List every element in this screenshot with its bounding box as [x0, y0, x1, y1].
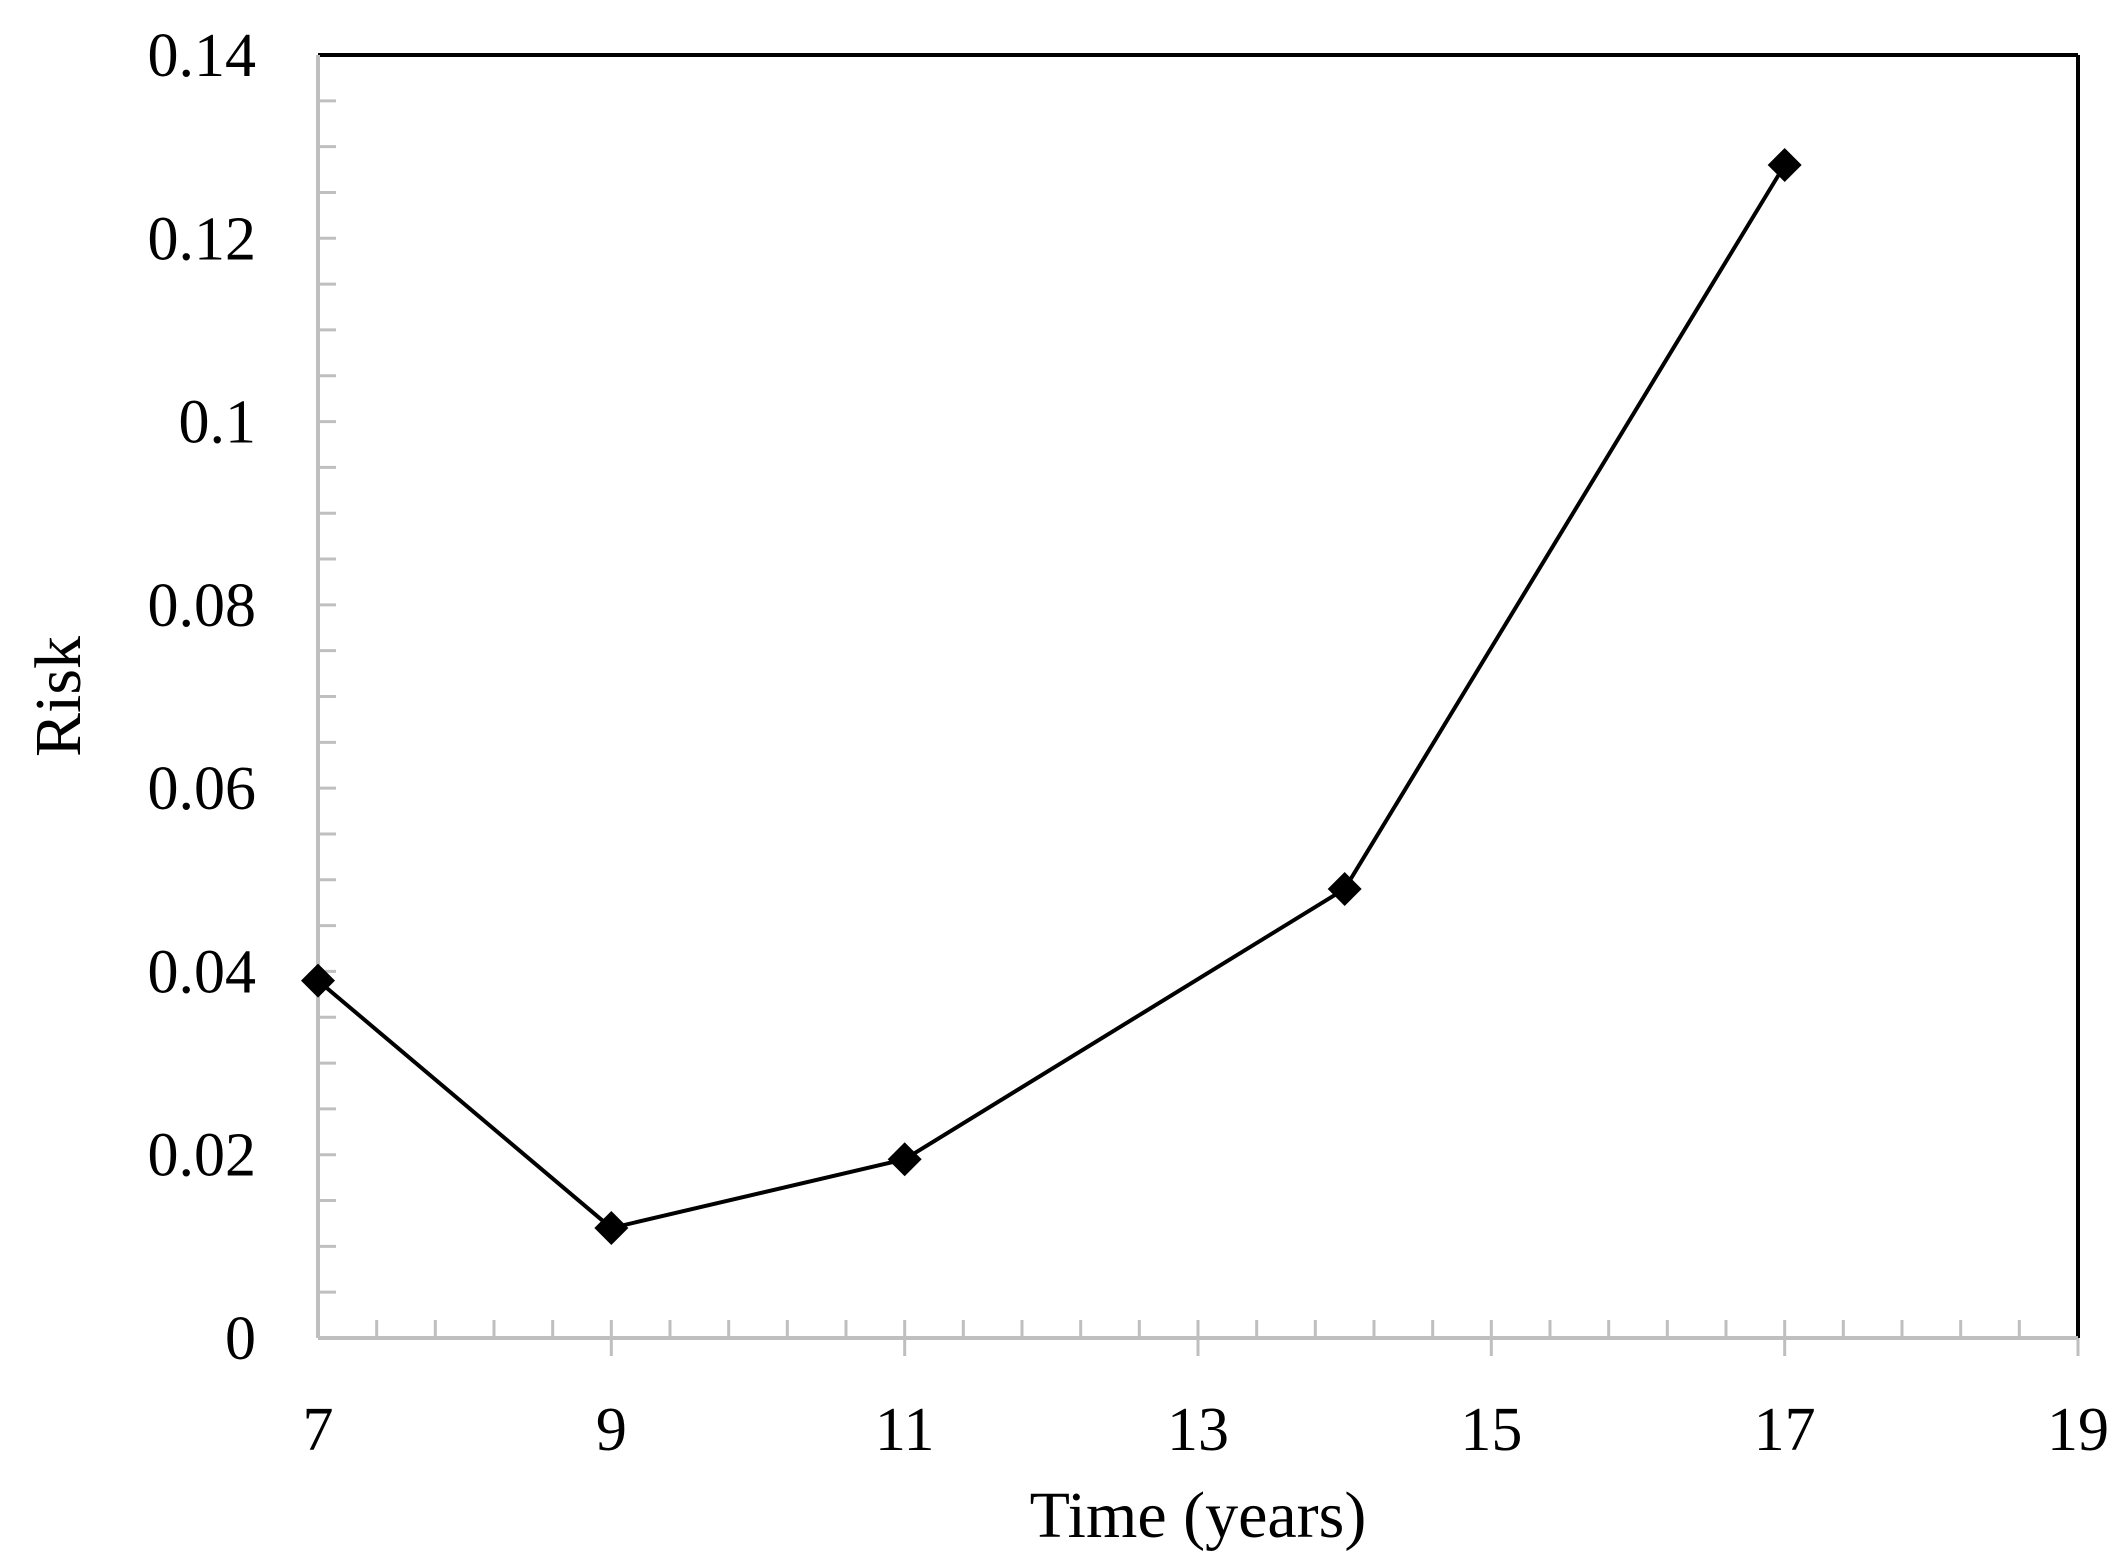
y-tick-label: 0.08: [148, 572, 257, 640]
y-tick-label: 0: [225, 1305, 256, 1373]
x-axis-label: Time (years): [1030, 1479, 1367, 1552]
x-tick-label: 11: [875, 1396, 935, 1464]
minor-ticks: [318, 99, 2080, 1356]
y-tick-label: 0.04: [148, 938, 257, 1006]
x-tick-label: 7: [303, 1396, 334, 1464]
x-tick-label: 13: [1167, 1396, 1229, 1464]
y-tick-labels: 0 0.02 0.04 0.06 0.08 0.1 0.12 0.14: [148, 22, 257, 1373]
data-point-marker: [1767, 147, 1802, 182]
y-tick-label: 0.14: [148, 22, 257, 90]
x-tick-label: 15: [1460, 1396, 1522, 1464]
series-group: [301, 147, 1802, 1246]
y-axis-label: Risk: [22, 636, 95, 757]
x-tick-labels: 7 9 11 13 15 17 19: [303, 1396, 2110, 1464]
y-tick-label: 0.06: [148, 755, 257, 823]
y-tick-label: 0.1: [179, 389, 257, 457]
y-tick-label: 0.02: [148, 1122, 257, 1190]
series-line: [316, 163, 1787, 1231]
data-point-marker: [594, 1211, 629, 1246]
data-point-marker: [1327, 871, 1362, 906]
y-tick-label: 0.12: [148, 205, 257, 273]
x-tick-label: 9: [596, 1396, 627, 1464]
data-point-marker: [887, 1142, 922, 1177]
data-point-marker: [301, 963, 335, 998]
x-tick-label: 17: [1754, 1396, 1816, 1464]
x-tick-label: 19: [2047, 1396, 2109, 1464]
